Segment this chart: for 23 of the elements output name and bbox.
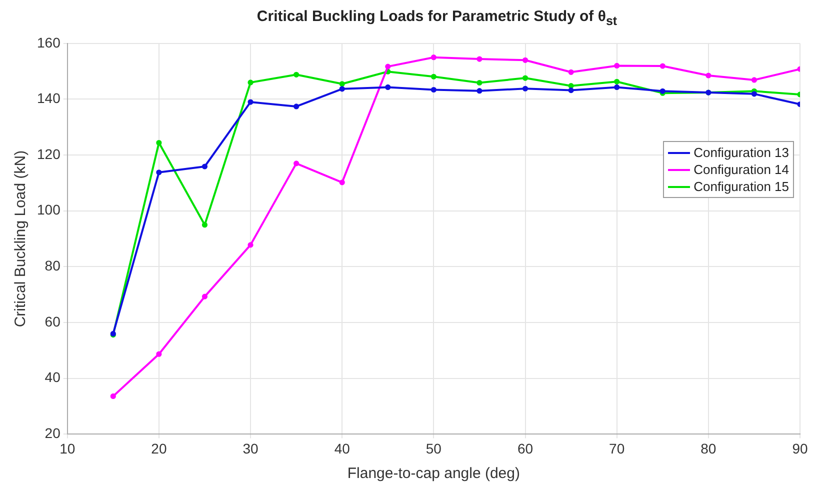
- y-tick-label: 40: [44, 369, 61, 386]
- y-tick-label: 20: [44, 425, 61, 442]
- x-tick-label: 60: [517, 440, 534, 456]
- x-tick-label: 40: [334, 440, 350, 456]
- y-tick-label: 80: [44, 258, 61, 274]
- x-tick-label: 30: [242, 440, 259, 456]
- x-axis-title: Flange-to-cap angle (deg): [347, 465, 520, 482]
- y-axis-title: Critical Buckling Load (kN): [12, 150, 30, 328]
- x-tick-label: 20: [151, 440, 167, 456]
- x-tick-label: 50: [426, 440, 442, 456]
- y-tick-label: 160: [37, 34, 61, 50]
- legend-label: Configuration 14: [694, 161, 789, 178]
- x-tick-label: 90: [792, 440, 808, 456]
- legend-label: Configuration 13: [694, 144, 789, 162]
- x-tick-label: 10: [60, 440, 76, 456]
- legend-label: Configuration 15: [694, 178, 789, 196]
- x-tick-label: 80: [700, 440, 716, 456]
- y-tick-label: 120: [37, 146, 61, 162]
- chart-title: Critical Buckling Loads for Parametric Study of θ$_{st}$: [256, 8, 618, 30]
- y-tick-label: 60: [44, 313, 61, 330]
- x-tick-label: 70: [609, 440, 625, 456]
- y-tick-label: 140: [37, 90, 61, 106]
- y-tick-label: 100: [37, 202, 61, 218]
